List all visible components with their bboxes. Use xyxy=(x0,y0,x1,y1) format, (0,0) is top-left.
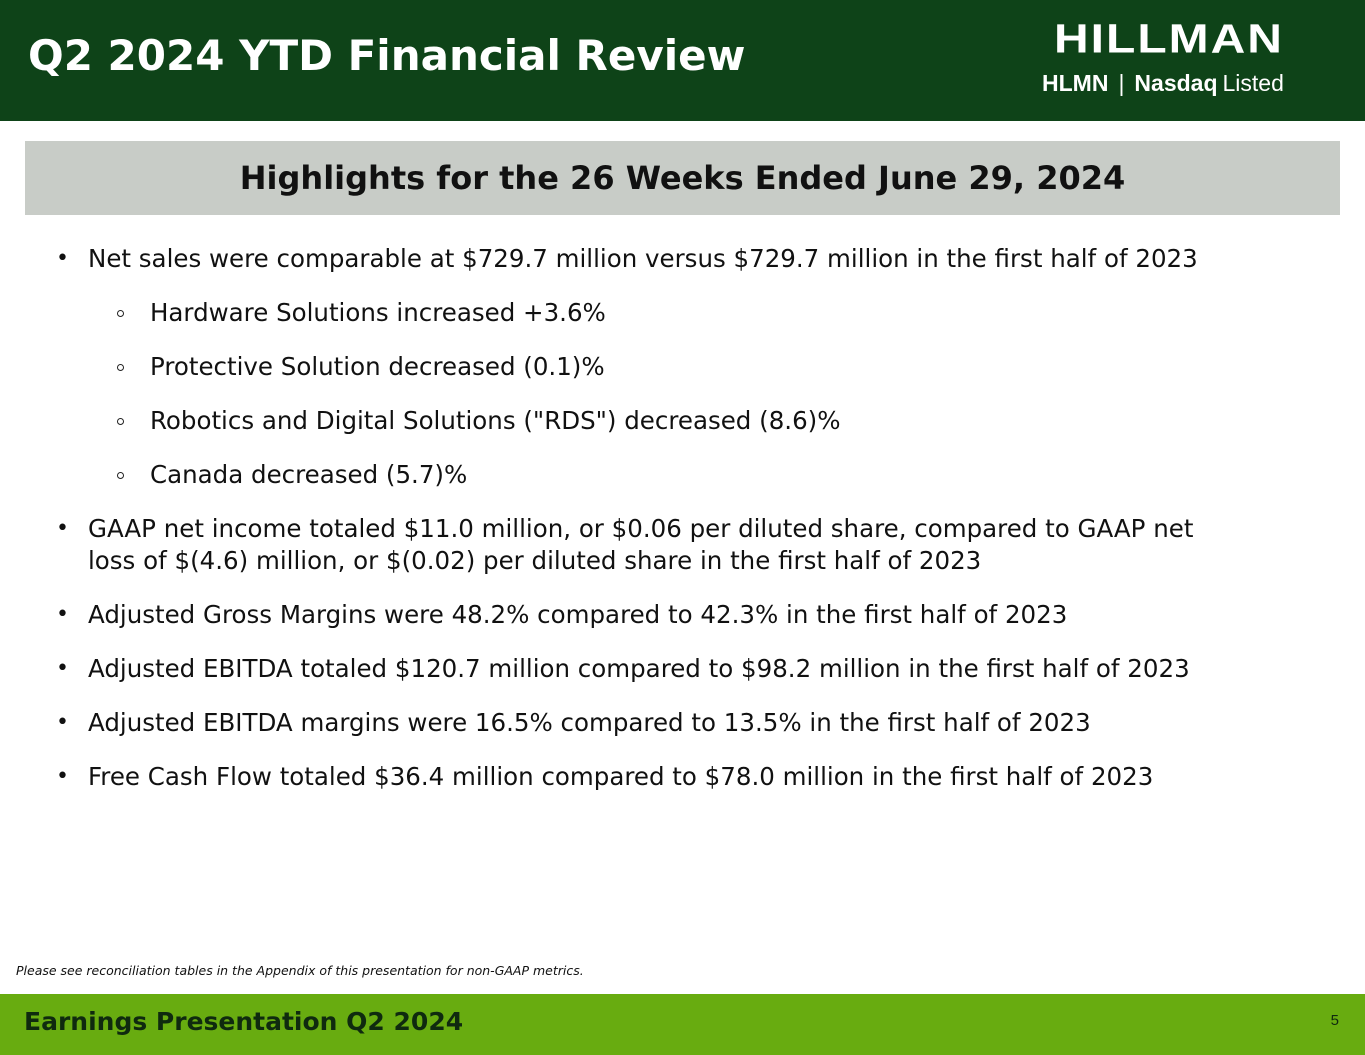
bullet-icon: • xyxy=(56,710,69,735)
slide-title: Q2 2024 YTD Financial Review xyxy=(28,31,746,80)
bullet-icon: • xyxy=(56,602,69,627)
logo-wordmark: HILLMAN xyxy=(1054,16,1284,62)
footer-label: Earnings Presentation Q2 2024 xyxy=(24,1007,464,1036)
sub-bullet-icon xyxy=(117,310,124,317)
highlights-band: Highlights for the 26 Weeks Ended June 2… xyxy=(25,141,1340,215)
sub-bullet-icon xyxy=(117,364,124,371)
logo-listed: Listed xyxy=(1222,70,1284,96)
bullet-ebitda-margins: Adjusted EBITDA margins were 16.5% compa… xyxy=(88,708,1091,737)
footer-bar: Earnings Presentation Q2 2024 5 xyxy=(0,994,1365,1055)
bullet-icon: • xyxy=(56,516,69,541)
footnote: Please see reconciliation tables in the … xyxy=(16,963,584,978)
highlights-heading: Highlights for the 26 Weeks Ended June 2… xyxy=(239,159,1126,197)
bullet-icon: • xyxy=(56,764,69,789)
logo-listing: HLMN | Nasdaq Listed xyxy=(1042,68,1352,98)
bullet-gross-margins: Adjusted Gross Margins were 48.2% compar… xyxy=(88,600,1068,629)
bullet-gaap-income-line1: GAAP net income totaled $11.0 million, o… xyxy=(88,514,1194,543)
bullet-gaap-income-line2: loss of $(4.6) million, or $(0.02) per d… xyxy=(88,546,982,575)
sub-bullet-hardware: Hardware Solutions increased +3.6% xyxy=(150,298,606,327)
sub-bullet-icon xyxy=(117,472,124,479)
logo-ticker: HLMN xyxy=(1042,70,1109,96)
logo-separator: | xyxy=(1118,70,1125,96)
hillman-logo: HILLMAN HLMN | Nasdaq Listed xyxy=(986,16,1352,102)
sub-bullet-canada: Canada decreased (5.7)% xyxy=(150,460,468,489)
bullet-adjusted-ebitda: Adjusted EBITDA totaled $120.7 million c… xyxy=(88,654,1190,683)
sub-bullet-rds: Robotics and Digital Solutions ("RDS") d… xyxy=(150,406,841,435)
bullet-net-sales: Net sales were comparable at $729.7 mill… xyxy=(88,244,1198,273)
page-number: 5 xyxy=(1330,1012,1339,1029)
bullet-icon: • xyxy=(56,656,69,681)
header-bar: Q2 2024 YTD Financial Review HILLMAN HLM… xyxy=(0,0,1365,121)
sub-bullet-protective: Protective Solution decreased (0.1)% xyxy=(150,352,605,381)
bullet-free-cash-flow: Free Cash Flow totaled $36.4 million com… xyxy=(88,762,1154,791)
bullet-icon: • xyxy=(56,246,69,271)
sub-bullet-icon xyxy=(117,418,124,425)
logo-exchange: Nasdaq xyxy=(1134,70,1218,96)
